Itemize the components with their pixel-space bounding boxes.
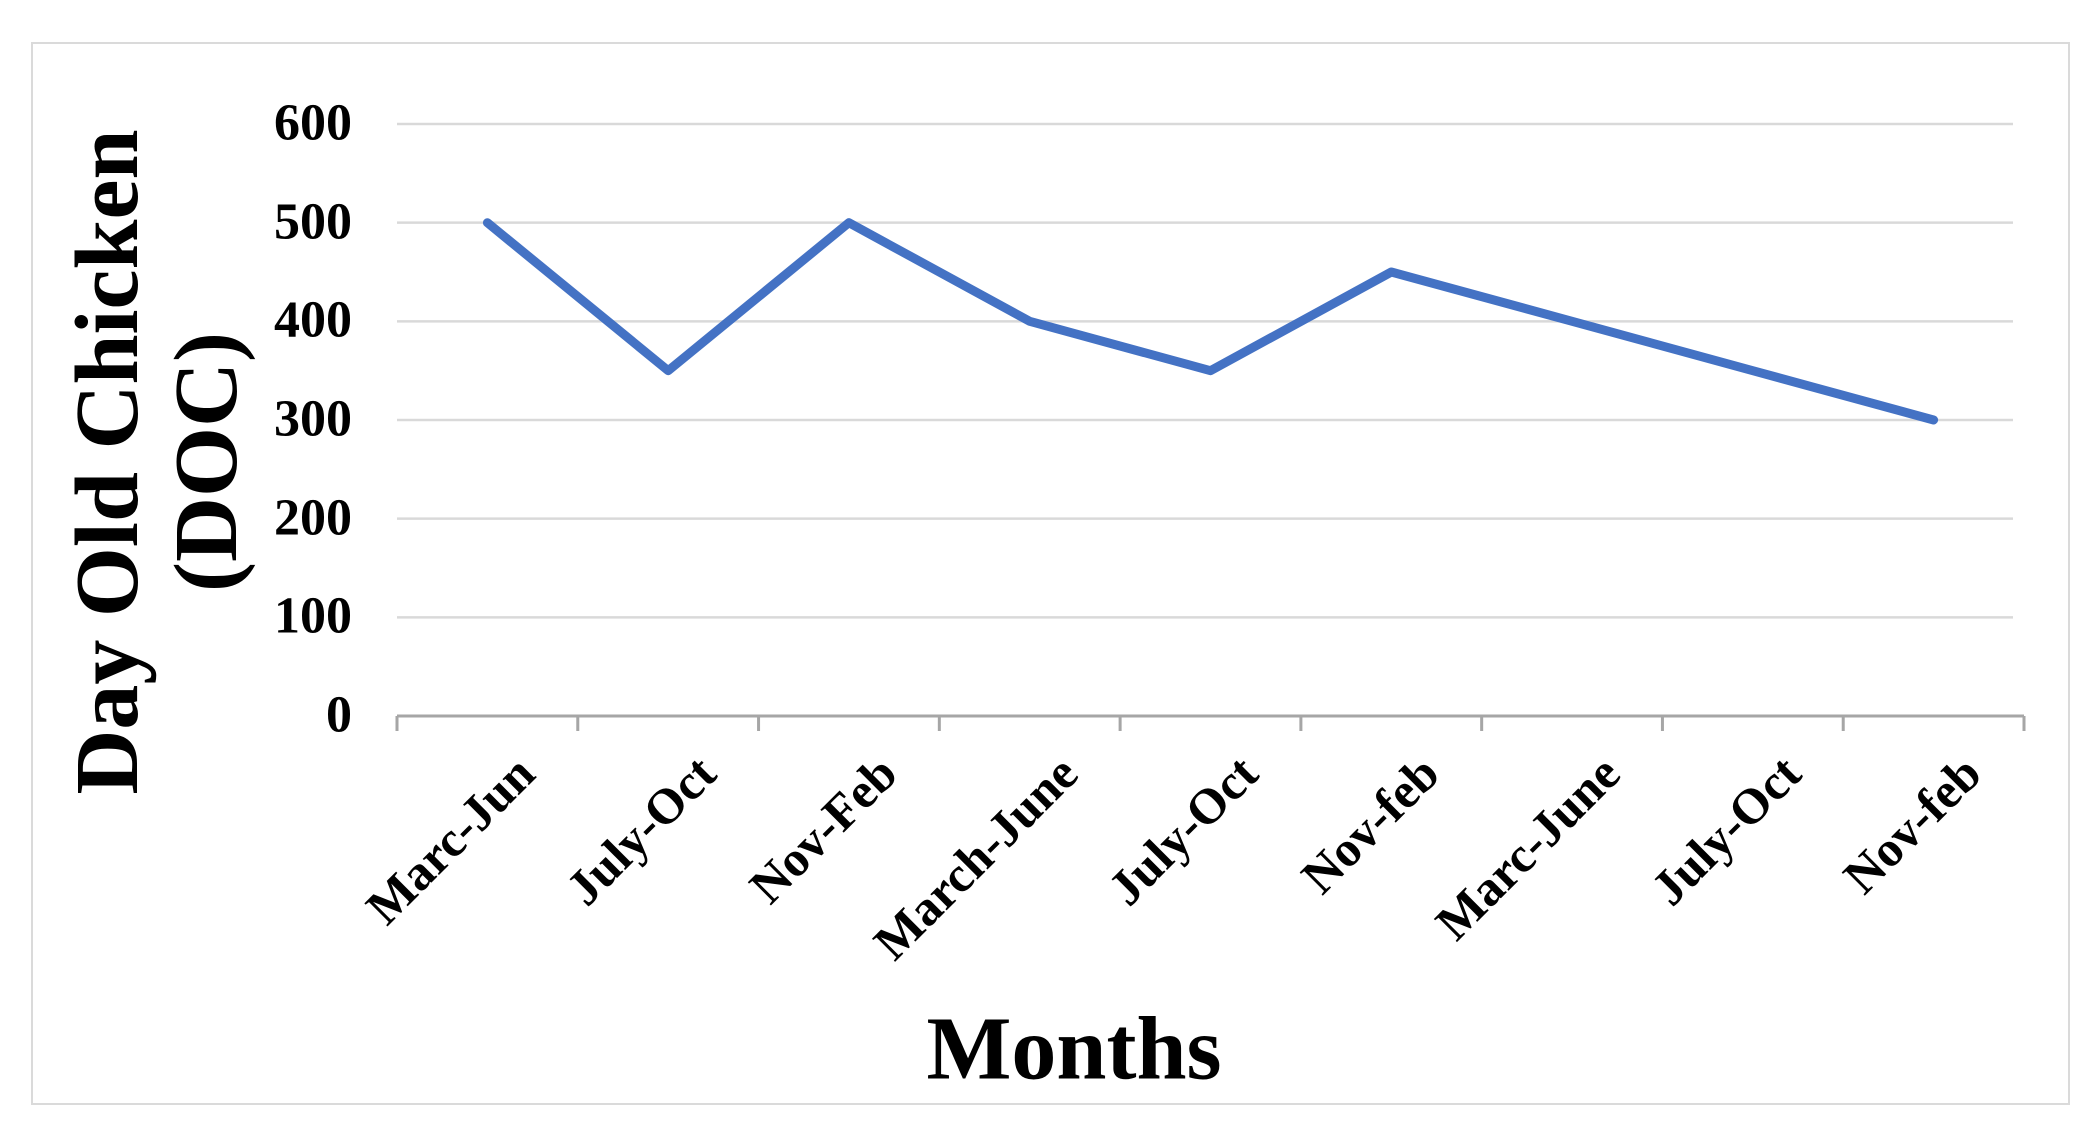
y-tick-label: 100 — [274, 587, 352, 645]
y-axis-title: Day Old Chicken (DOC) — [58, 129, 256, 794]
gridlines — [397, 122, 2013, 619]
y-tick-label: 500 — [274, 192, 352, 250]
doc-series-line — [482, 218, 1939, 425]
y-tick-label: 200 — [274, 488, 352, 546]
x-axis-line — [395, 714, 2026, 731]
y-tick-label: 600 — [274, 94, 352, 152]
y-axis-title-line1: Day Old Chicken — [58, 129, 157, 795]
y-tick-label: 300 — [274, 390, 352, 448]
x-axis-title: Months — [926, 999, 1222, 1099]
y-tick-label: 400 — [274, 291, 352, 349]
figure-border — [31, 42, 2070, 1105]
y-tick-label: 0 — [326, 686, 352, 744]
y-axis-title-line2: (DOC) — [157, 332, 256, 592]
